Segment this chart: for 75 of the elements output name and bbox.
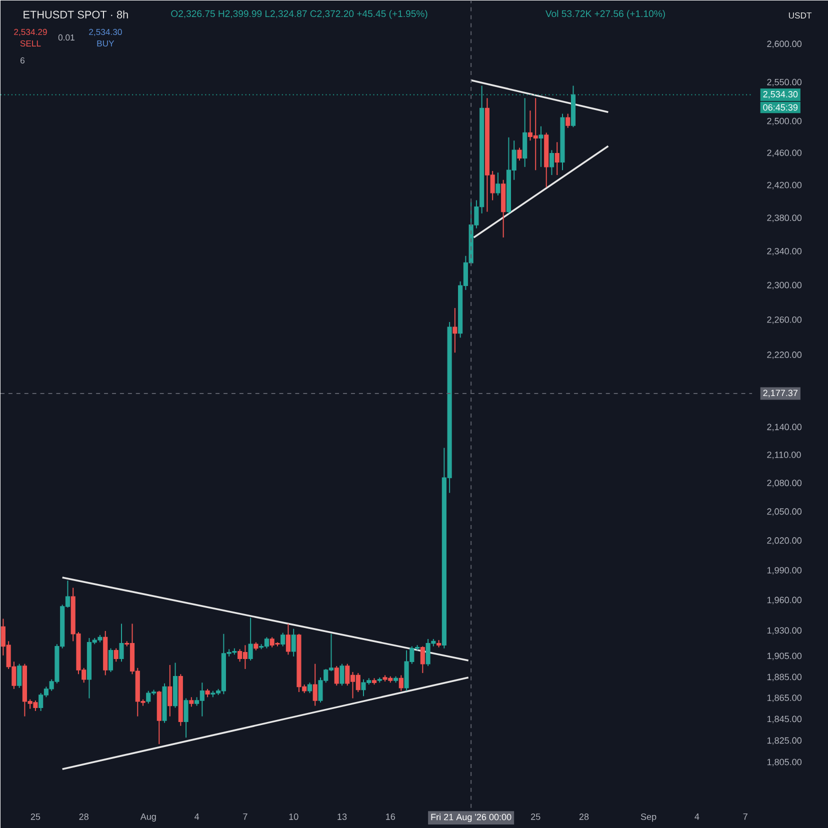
candlestick: [189, 696, 194, 708]
ref-line-label: 2,534.30: [763, 91, 798, 99]
y-tick-label: 2,260.00: [767, 316, 802, 324]
x-tick-label: 4: [694, 814, 700, 820]
y-tick-label: 1,865.00: [767, 694, 802, 702]
y-tick-label: 2,600.00: [767, 40, 802, 48]
candlestick: [566, 113, 570, 128]
x-tick-label: 16: [386, 814, 396, 820]
y-tick-label: 1,805.00: [767, 758, 802, 766]
y-tick-label: 2,220.00: [767, 352, 802, 360]
annotation: Vol 53.72K +27.56 (+1.10%): [545, 10, 665, 19]
candlestick: [420, 646, 425, 674]
candlestick: [549, 150, 554, 176]
candlestick: [119, 623, 124, 662]
text: ETHUSDT SPOT · 8h: [24, 10, 128, 18]
candlestick: [340, 663, 344, 686]
y-tick-label: 1,905.00: [767, 652, 802, 660]
y-tick-label: 1,845.00: [767, 716, 802, 724]
candlestick: [307, 682, 312, 694]
y-tick-label: 1,990.00: [767, 567, 802, 575]
candlestick: [114, 648, 118, 662]
y-tick-label: 2,380.00: [767, 214, 802, 222]
y-tick-label: 2,020.00: [767, 537, 802, 545]
y-tick-label: 2,420.00: [767, 182, 802, 190]
annotation: BUY: [97, 40, 114, 46]
x-tick-label: 7: [743, 814, 748, 820]
y-tick-label: 2,340.00: [767, 248, 802, 256]
candlestick: [168, 664, 172, 717]
y-tick-label: 2,140.00: [767, 424, 802, 432]
y-tick-label: 2,080.00: [767, 480, 802, 488]
x-tick-label: 25: [30, 814, 40, 820]
annotation: 0.01: [58, 34, 74, 41]
candlestick: [554, 142, 560, 176]
y-tick-label: 1,885.00: [767, 674, 802, 682]
y-tick-label: 2,110.00: [767, 452, 801, 460]
x-tick-label: Aug: [140, 814, 156, 822]
candlestick: [496, 172, 500, 196]
candlestick: [291, 628, 296, 657]
x-tick-label: 13: [338, 814, 347, 820]
y-tick-label: 2,050.00: [767, 508, 802, 516]
y-tick-label: 2,500.00: [767, 118, 802, 126]
candlestick: [517, 147, 522, 162]
y-tick-label: 2,460.00: [767, 150, 802, 158]
y-tick-label: 2,300.00: [767, 282, 802, 290]
ref-line-label: Fri 21 Aug '26 00:00: [431, 814, 512, 822]
candlestick: [398, 674, 404, 692]
y-tick-label: 1,930.00: [767, 627, 802, 635]
candlestick: [538, 126, 544, 168]
candlestick: [17, 663, 22, 688]
candlestick: [334, 666, 339, 686]
x-tick-label: 10: [289, 814, 298, 820]
x-tick-label: 25: [531, 814, 540, 820]
candlestick: [452, 308, 458, 354]
x-tick-label: 7: [243, 814, 248, 820]
text: 06:45:39: [763, 104, 798, 111]
text: USDT: [788, 12, 812, 19]
annotation: SELL: [20, 40, 41, 47]
x-tick-label: 28: [579, 814, 589, 820]
candlestick: [108, 648, 114, 673]
annotation: 6: [20, 57, 24, 64]
y-tick-label: 1,825.00: [767, 737, 802, 745]
candlestick: [286, 623, 291, 656]
ref-line-label: 2,177.37: [763, 390, 798, 398]
annotation: 2,534.29: [14, 28, 47, 36]
candlestick: [248, 617, 253, 662]
annotation: 2,534.30: [89, 28, 122, 36]
y-tick-label: 1,960.00: [767, 596, 802, 604]
x-tick-label: 28: [79, 814, 88, 820]
candlestick: [280, 632, 286, 647]
y-tick-label: 2,550.00: [767, 78, 802, 86]
x-tick-label: 4: [194, 814, 200, 820]
annotation: O2,326.75 H2,399.99 L2,324.87 C2,372.20 +45.45 (+1.95%): [171, 10, 428, 19]
x-tick-label: Sep: [640, 814, 656, 822]
candlestick: [312, 663, 318, 706]
candlestick: [184, 698, 188, 738]
